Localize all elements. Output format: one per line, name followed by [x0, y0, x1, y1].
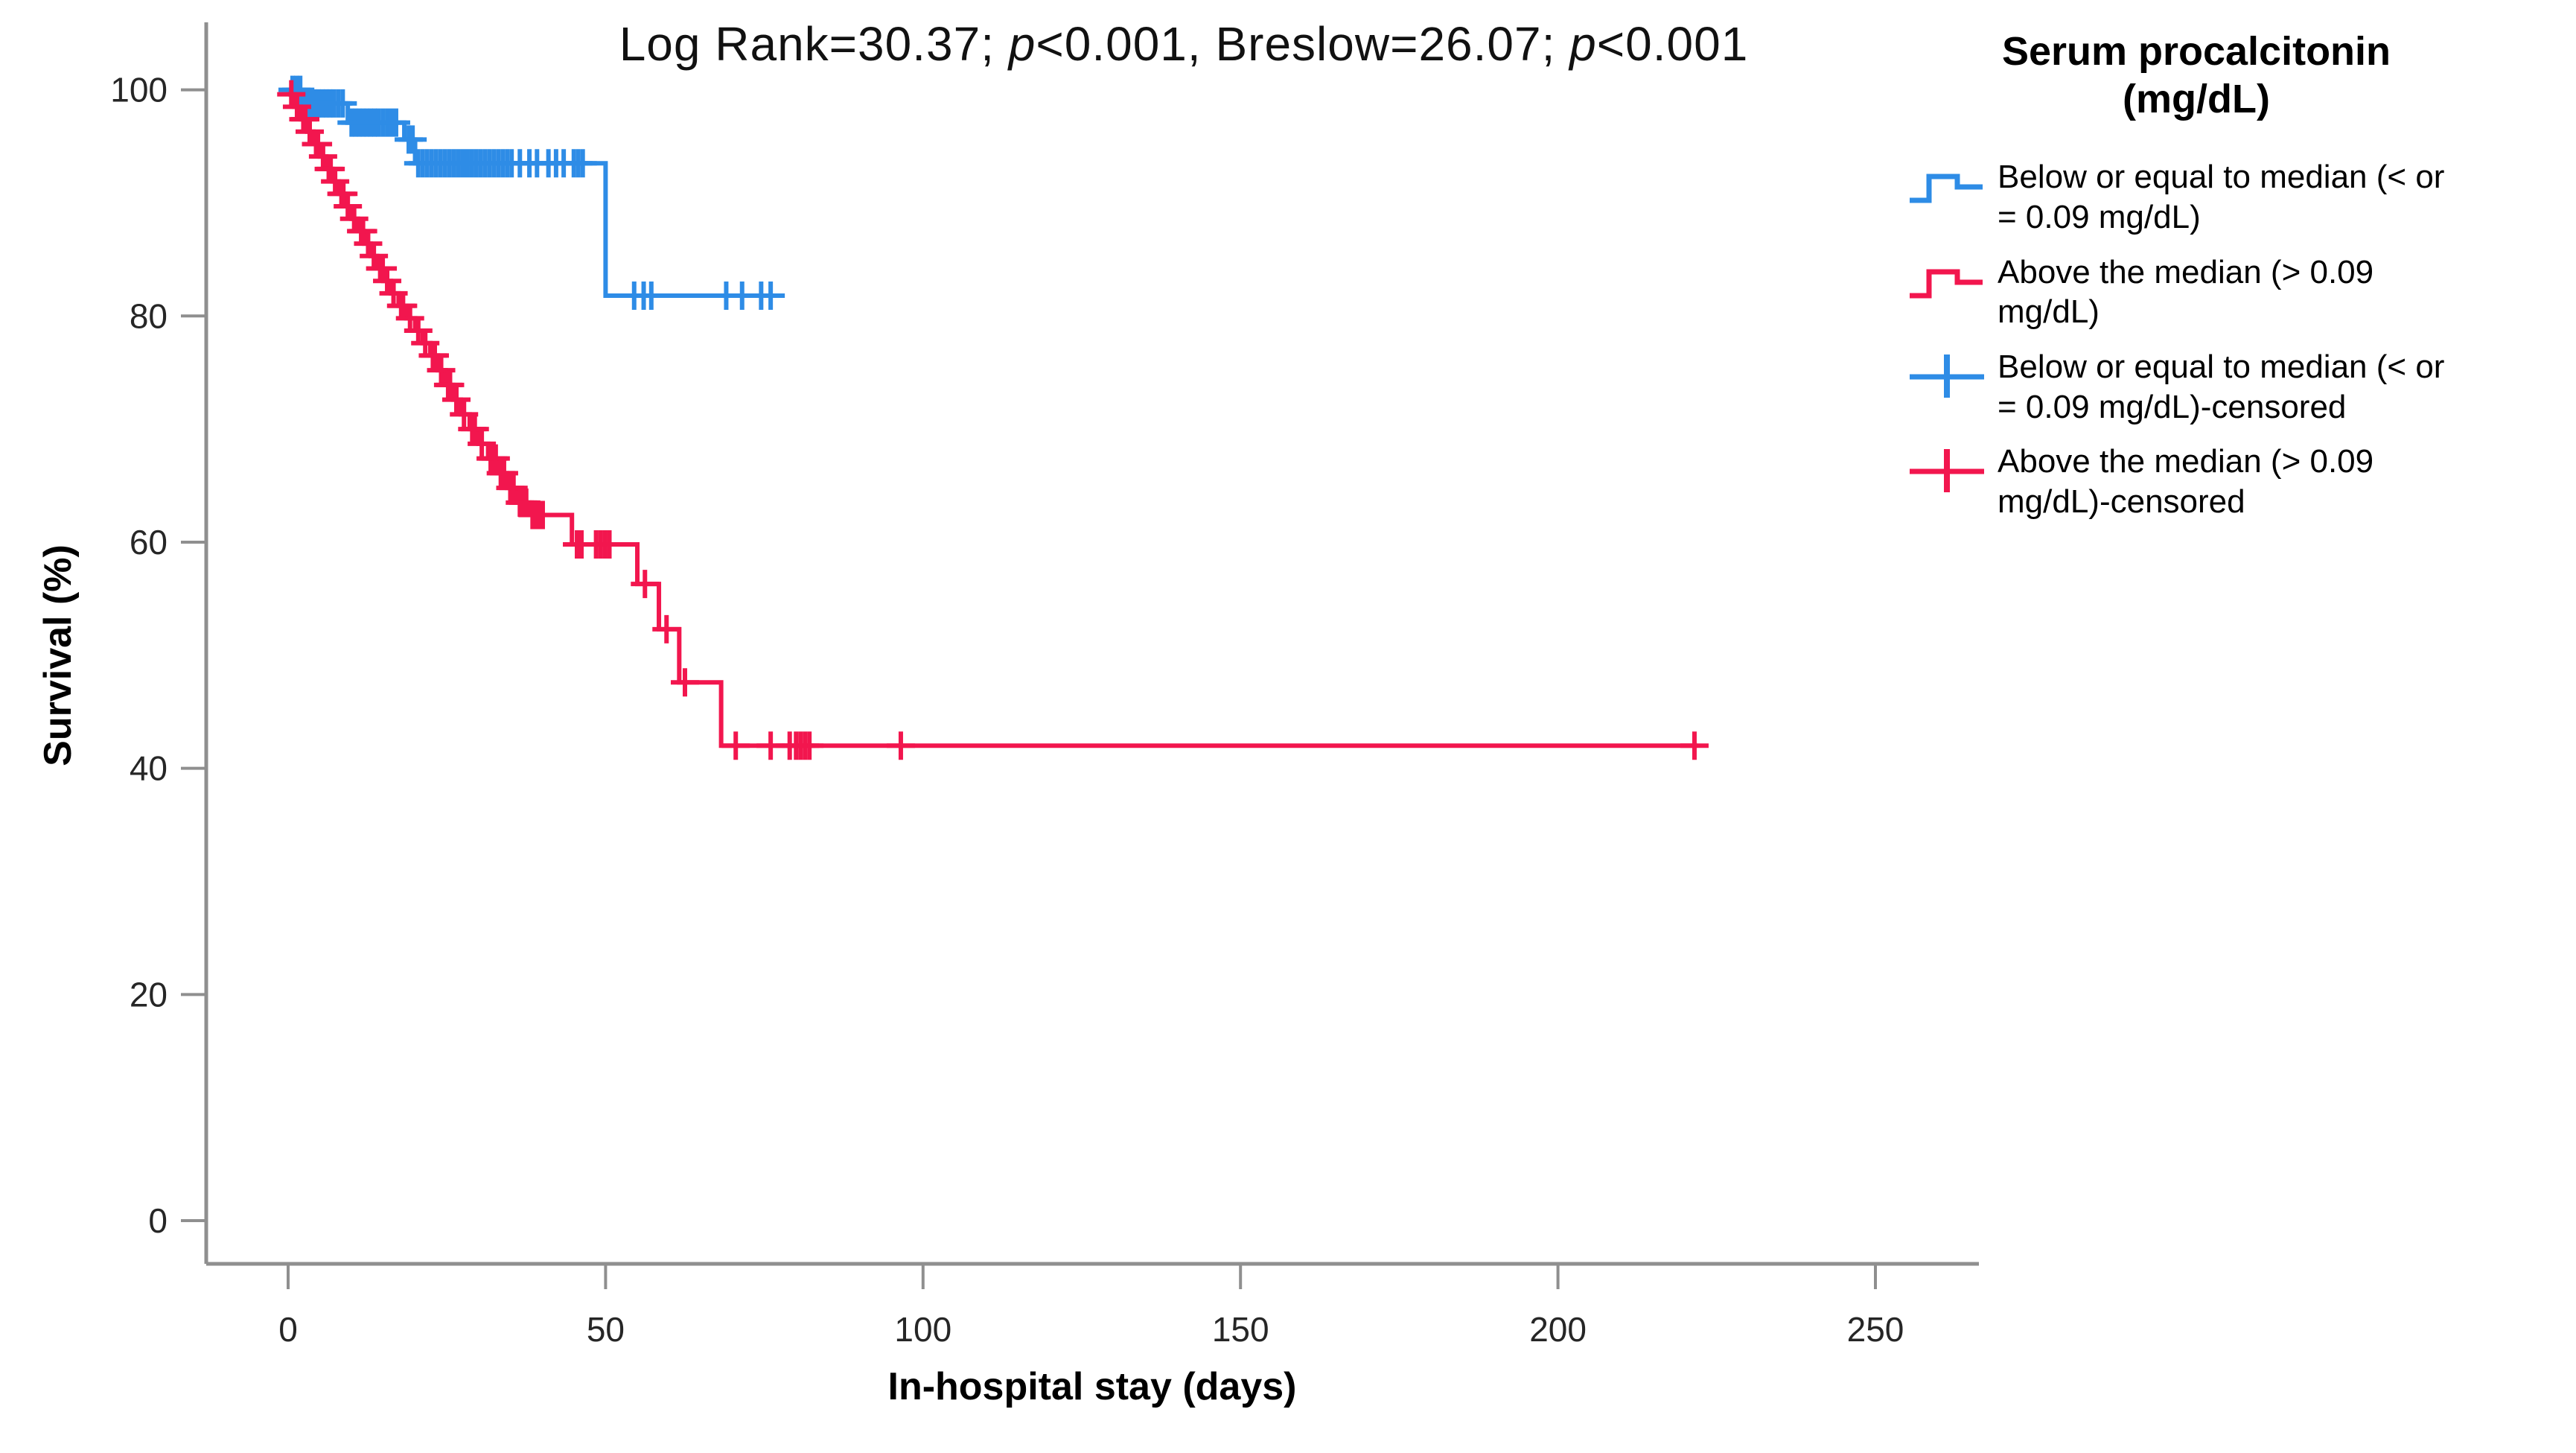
legend-entry-label: Below or equal to median (< or = 0.09 mg/… — [1998, 159, 2445, 236]
legend-entries: Below or equal to median (< or = 0.09 mg/… — [1910, 157, 2576, 521]
y-tick-label: 0 — [148, 1201, 168, 1240]
legend-entry-label: Above the median (> 0.09 mg/dL)-censored — [1998, 443, 2374, 521]
legend-entry: Above the median (> 0.09 mg/dL) — [1910, 252, 2576, 332]
step-line-icon — [1910, 257, 1998, 308]
survival-curve-above-median — [277, 80, 1709, 760]
x-tick-label: 100 — [894, 1310, 951, 1349]
legend-entry-label: Above the median (> 0.09 mg/dL) — [1998, 253, 2374, 331]
chart-title: Log Rank=30.37; p<0.001, Breslow=26.07; … — [387, 16, 1980, 71]
y-tick-label: 60 — [130, 523, 168, 562]
x-tick-label: 50 — [587, 1310, 625, 1349]
y-tick-label: 40 — [130, 749, 168, 788]
x-axis-title: In-hospital stay (days) — [887, 1365, 1297, 1408]
x-tick-label: 250 — [1847, 1310, 1904, 1349]
legend-title: Serum procalcitonin (mg/dL) — [1910, 28, 2483, 123]
y-tick-label: 20 — [130, 975, 168, 1014]
km-step-path — [288, 92, 1698, 748]
step-line-icon — [1910, 162, 1998, 213]
y-axis-title: Survival (%) — [36, 544, 80, 766]
y-tick-label: 100 — [110, 71, 168, 109]
legend-entry: Above the median (> 0.09 mg/dL)-censored — [1910, 442, 2576, 521]
plus-censor-icon — [1910, 352, 1998, 403]
chart-title-part: p — [1008, 17, 1036, 71]
chart-title-part: <0.001 — [1596, 17, 1749, 71]
km-step-path — [288, 87, 774, 298]
legend-title-line: Serum procalcitonin — [2001, 29, 2391, 74]
legend-entry: Below or equal to median (< or = 0.09 mg/… — [1910, 347, 2576, 427]
chart-title-part: Log Rank=30.37; — [619, 17, 1009, 71]
x-tick-label: 150 — [1212, 1310, 1269, 1349]
chart-title-part: <0.001, Breslow=26.07; — [1036, 17, 1570, 71]
survival-curve-below-median — [278, 75, 785, 310]
legend-entry: Below or equal to median (< or = 0.09 mg/… — [1910, 157, 2576, 237]
legend-title-line: (mg/dL) — [2123, 76, 2270, 121]
y-tick-label: 80 — [130, 296, 168, 335]
legend-entry-label: Below or equal to median (< or = 0.09 mg/… — [1998, 349, 2445, 425]
x-tick-label: 0 — [278, 1310, 298, 1349]
legend: Serum procalcitonin (mg/dL) Below or equa… — [1910, 28, 2576, 537]
plus-censor-icon — [1910, 446, 1998, 497]
x-tick-label: 200 — [1529, 1310, 1587, 1349]
chart-title-part: p — [1569, 17, 1597, 71]
